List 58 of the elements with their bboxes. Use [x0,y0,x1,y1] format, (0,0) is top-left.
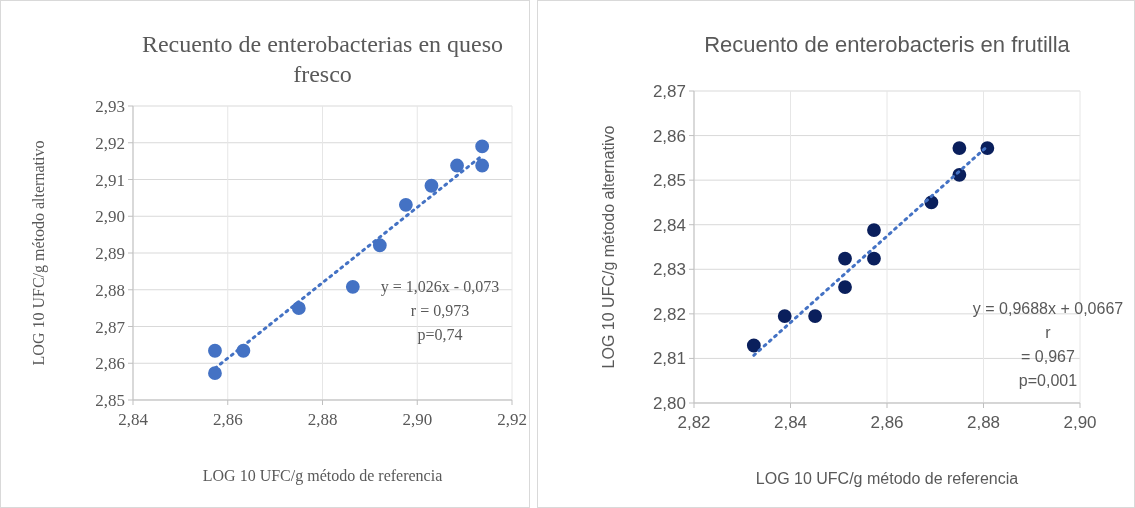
point [475,158,490,173]
y-tick-label: 2,84 [652,215,686,235]
annotation: p=0,74 [417,326,463,344]
x-tick-label: 2,86 [212,410,243,429]
y-tick-label: 2,81 [652,349,686,369]
x-tick-label: 2,84 [773,413,808,432]
x-tick-label: 2,88 [966,413,1001,432]
point [345,279,360,294]
y-tick-label: 2,91 [95,170,125,190]
x-tick-label: 2,92 [497,410,527,429]
y-axis-title: LOG 10 UFC/g método alternativo [30,140,48,366]
y-tick-label: 2,93 [95,97,125,116]
chart-title: Recuento de enterobacteris en frutilla [704,32,1071,57]
annotation: = 0,967 [1021,348,1076,365]
annotation: y = 1,026x - 0,073 [380,278,500,296]
y-tick-label: 2,90 [95,207,125,227]
x-tick-label: 2,82 [677,413,711,432]
point [838,251,852,266]
point [450,158,464,173]
y-tick-label: 2,80 [652,394,686,413]
x-tick-label: 2,90 [1063,413,1097,432]
x-tick-label: 2,86 [870,413,904,432]
y-axis-title: LOG 10 UFC/g método alternativo [600,125,617,369]
point [980,141,995,155]
x-tick-label: 2,88 [307,410,338,429]
point [746,338,761,353]
point [952,141,967,155]
point [424,178,439,193]
y-tick-label: 2,92 [95,133,125,153]
annotation: r [1045,324,1052,341]
chart-title: Recuento de enterobacterias en queso fresco [141,31,504,87]
annotation: r = 0,973 [410,302,470,319]
x-tick-label: 2,84 [118,410,149,429]
y-tick-label: 2,87 [95,317,126,337]
point [808,309,823,323]
point [372,238,387,253]
point [208,343,222,358]
y-tick-label: 2,82 [652,304,686,324]
point [398,197,413,212]
point [867,251,881,266]
x-tick-label: 2,90 [402,410,433,429]
x-axis-title: LOG 10 UFC/g método de referencia [202,467,443,485]
point [208,366,222,381]
y-tick-label: 2,85 [95,391,125,410]
point [867,223,881,237]
point [475,139,490,154]
y-tick-label: 2,89 [95,244,125,263]
y-tick-label: 2,85 [652,171,686,191]
y-tick-label: 2,83 [652,260,686,280]
annotation: y = 0,9688x + 0,0667 [972,300,1124,317]
y-tick-label: 2,87 [652,82,686,101]
y-tick-label: 2,86 [652,126,686,146]
point [777,309,792,323]
y-tick-label: 2,88 [95,280,125,300]
y-tick-label: 2,86 [95,354,125,374]
annotation: p=0,001 [1018,372,1078,389]
point [838,280,852,295]
x-axis-title: LOG 10 UFC/g método de referencia [755,470,1019,487]
